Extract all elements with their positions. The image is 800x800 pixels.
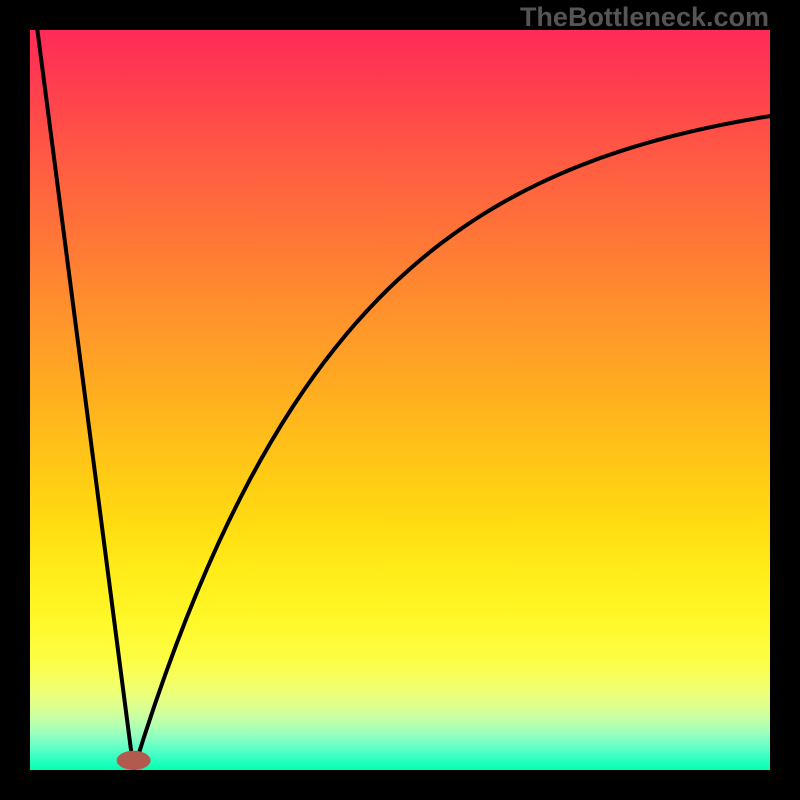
watermark-text: TheBottleneck.com [520, 2, 769, 33]
border-bottom [0, 770, 800, 800]
border-right [770, 0, 800, 800]
chart-container: TheBottleneck.com [0, 0, 800, 800]
plot-area [30, 30, 770, 770]
min-marker [117, 751, 151, 770]
plot-svg [30, 30, 770, 770]
border-left [0, 0, 30, 800]
